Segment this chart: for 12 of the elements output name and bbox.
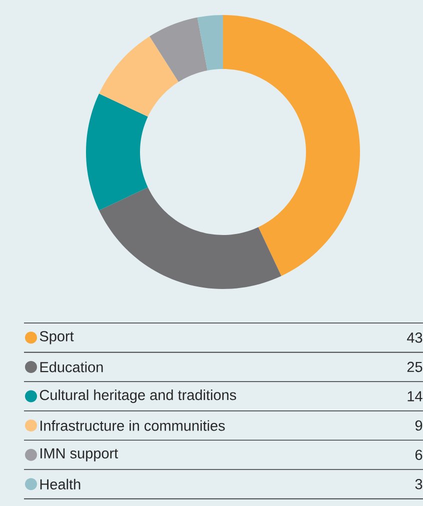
data-label: 25 [407,362,422,372]
legend-label: Cultural heritage and traditions [40,389,236,404]
data-label: 6 [415,450,422,460]
data-label: 3 [415,479,422,490]
data-label: 14 [408,391,422,402]
legend-label: Infrastructure in communities [40,420,225,431]
data-label: 9 [415,420,422,431]
legend-label: Health [40,478,80,490]
legend-label: Education [40,362,103,372]
data-label: 43 [406,332,422,343]
legend-label: Sport [40,331,74,344]
legend-label: IMN support [40,448,118,462]
